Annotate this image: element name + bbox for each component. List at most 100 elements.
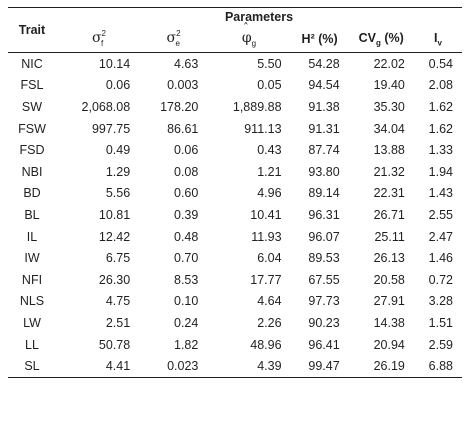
value-cell: 27.91 <box>373 294 405 309</box>
value-cell: 2,068.08 <box>81 99 131 114</box>
value-cell: 13.88 <box>373 143 405 158</box>
col-phi-g: φg <box>207 21 291 53</box>
value-cell: 1,889.88 <box>232 99 282 114</box>
value-cell: 96.07 <box>308 229 340 244</box>
value-cell: 14.38 <box>373 315 405 330</box>
trait-cell: LW <box>23 315 41 330</box>
value-cell: 3.28 <box>428 294 453 309</box>
value-cell: 0.06 <box>174 143 199 158</box>
value-cell: 0.10 <box>174 294 199 309</box>
value-cell: 0.60 <box>174 186 199 201</box>
table-row: NBI 1.29 0.08 1.21 93.80 21.32 1.94 <box>8 161 462 183</box>
table-row: NIC 10.14 4.63 5.50 54.28 22.02 0.54 <box>8 53 462 75</box>
value-cell: 99.47 <box>290 355 349 378</box>
trait-header: Trait <box>8 7 56 53</box>
value-cell: 10.81 <box>98 207 131 222</box>
value-cell: 5.56 <box>105 186 131 201</box>
value-cell: 87.74 <box>308 143 340 158</box>
value-cell: 178.20 <box>160 99 199 114</box>
value-cell: 2.47 <box>428 229 453 244</box>
table-row: SW 2,068.08 178.20 1,889.88 91.38 35.30 1.62 <box>8 96 462 118</box>
value-cell: 86.61 <box>167 121 199 136</box>
value-cell: 2.59 <box>428 337 453 352</box>
value-cell: 4.41 <box>56 355 140 378</box>
value-cell: 1.43 <box>428 186 453 201</box>
value-cell: 22.02 <box>373 56 405 71</box>
value-cell: 94.54 <box>308 78 340 93</box>
trait-cell: BD <box>23 186 41 201</box>
table-row: FSW 997.75 86.61 911.13 91.31 34.04 1.62 <box>8 118 462 140</box>
trait-cell: NBI <box>21 164 43 179</box>
value-cell: 1.82 <box>174 337 199 352</box>
value-cell: 26.71 <box>373 207 405 222</box>
value-cell: 0.70 <box>174 251 199 266</box>
value-cell: 1.29 <box>105 164 131 179</box>
value-cell: 19.40 <box>373 78 405 93</box>
value-cell: 35.30 <box>373 99 405 114</box>
parameters-table: Trait Parameters σ2f σ2e φg H² (%) CVg (… <box>8 7 462 378</box>
value-cell: 54.28 <box>308 56 340 71</box>
value-cell: 89.53 <box>308 251 340 266</box>
value-cell: 0.05 <box>257 78 282 93</box>
value-cell: 0.24 <box>174 315 199 330</box>
trait-cell: SL <box>8 355 56 378</box>
value-cell: 4.64 <box>257 294 282 309</box>
value-cell: 1.62 <box>428 99 453 114</box>
trait-cell: LL <box>25 337 39 352</box>
value-cell: 1.46 <box>428 251 453 266</box>
value-cell: 0.06 <box>105 78 131 93</box>
table-row: FSD 0.49 0.06 0.43 87.74 13.88 1.33 <box>8 139 462 161</box>
table-row: BD 5.56 0.60 4.96 89.14 22.31 1.43 <box>8 183 462 205</box>
table-row: FSL 0.06 0.003 0.05 94.54 19.40 2.08 <box>8 75 462 97</box>
value-cell: 97.73 <box>308 294 340 309</box>
trait-cell: NIC <box>21 56 43 71</box>
value-cell: 0.43 <box>257 143 282 158</box>
value-cell: 91.31 <box>308 121 340 136</box>
value-cell: 20.58 <box>373 272 405 287</box>
col-iv: Iv <box>413 26 462 53</box>
value-cell: 22.31 <box>373 186 405 201</box>
value-cell: 1.51 <box>428 315 453 330</box>
trait-cell: NLS <box>19 294 45 309</box>
value-cell: 0.003 <box>167 78 199 93</box>
value-cell: 26.30 <box>98 272 131 287</box>
table-row: NFI 26.30 8.53 17.77 67.55 20.58 0.72 <box>8 269 462 291</box>
value-cell: 89.14 <box>308 186 340 201</box>
value-cell: 0.54 <box>428 56 453 71</box>
value-cell: 1.62 <box>428 121 453 136</box>
value-cell: 5.50 <box>257 56 282 71</box>
trait-cell: FSW <box>18 121 46 136</box>
value-cell: 2.51 <box>105 315 131 330</box>
value-cell: 67.55 <box>308 272 340 287</box>
value-cell: 2.26 <box>257 315 282 330</box>
col-h2: H² (%) <box>290 26 349 53</box>
value-cell: 6.75 <box>105 251 131 266</box>
value-cell: 93.80 <box>308 164 340 179</box>
value-cell: 20.94 <box>373 337 405 352</box>
value-cell: 21.32 <box>373 164 405 179</box>
value-cell: 17.77 <box>250 272 282 287</box>
value-cell: 0.48 <box>174 229 199 244</box>
value-cell: 0.08 <box>174 164 199 179</box>
value-cell: 0.39 <box>174 207 199 222</box>
value-cell: 12.42 <box>98 229 131 244</box>
value-cell: 50.78 <box>98 337 131 352</box>
trait-cell: FSL <box>20 78 44 93</box>
table-row: LW 2.51 0.24 2.26 90.23 14.38 1.51 <box>8 312 462 334</box>
table-row: NLS 4.75 0.10 4.64 97.73 27.91 3.28 <box>8 291 462 313</box>
value-cell: 26.13 <box>373 251 405 266</box>
value-cell: 48.96 <box>250 337 282 352</box>
value-cell: 26.19 <box>348 355 414 378</box>
value-cell: 1.33 <box>428 143 453 158</box>
value-cell: 10.41 <box>250 207 282 222</box>
trait-cell: IL <box>26 229 38 244</box>
trait-cell: FSD <box>19 143 45 158</box>
value-cell: 4.63 <box>174 56 199 71</box>
value-cell: 90.23 <box>308 315 340 330</box>
table-row: IL 12.42 0.48 11.93 96.07 25.11 2.47 <box>8 226 462 248</box>
value-cell: 911.13 <box>244 121 282 136</box>
value-cell: 96.31 <box>308 207 340 222</box>
value-cell: 96.41 <box>308 337 340 352</box>
value-cell: 0.72 <box>428 272 453 287</box>
